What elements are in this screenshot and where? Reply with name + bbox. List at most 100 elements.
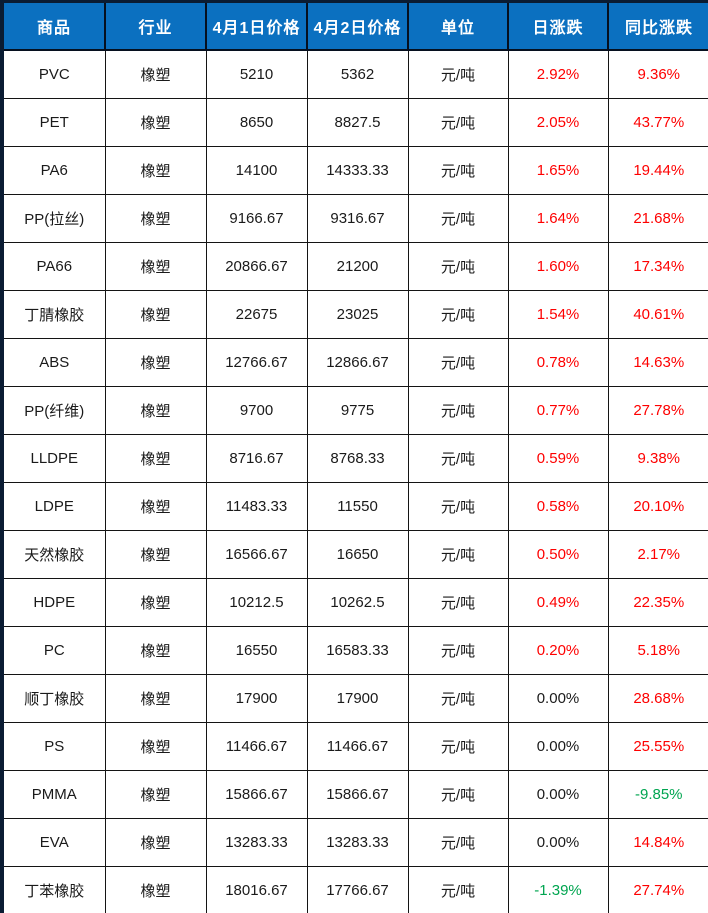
price-apr1-cell: 17900 xyxy=(205,674,308,723)
table-row: PET 橡塑 8650 8827.5 元/吨 2.05% 43.77% xyxy=(1,98,708,147)
unit-cell: 元/吨 xyxy=(407,386,509,435)
col-header-industry: 行业 xyxy=(104,0,207,51)
table-row: 丁腈橡胶 橡塑 22675 23025 元/吨 1.54% 40.61% xyxy=(1,290,708,339)
industry-cell: 橡塑 xyxy=(104,290,207,339)
yoy-change-cell: 2.17% xyxy=(607,530,708,579)
industry-cell: 橡塑 xyxy=(104,818,207,867)
price-apr1-cell: 8650 xyxy=(205,98,308,147)
price-apr2-cell: 21200 xyxy=(306,242,409,291)
unit-cell: 元/吨 xyxy=(407,49,509,99)
industry-cell: 橡塑 xyxy=(104,770,207,819)
unit-cell: 元/吨 xyxy=(407,338,509,387)
unit-cell: 元/吨 xyxy=(407,98,509,147)
day-change-cell: 1.60% xyxy=(507,242,609,291)
yoy-change-cell: 27.74% xyxy=(607,866,708,913)
table-row: PVC 橡塑 5210 5362 元/吨 2.92% 9.36% xyxy=(1,49,708,99)
table-row: PA66 橡塑 20866.67 21200 元/吨 1.60% 17.34% xyxy=(1,242,708,291)
yoy-change-cell: 28.68% xyxy=(607,674,708,723)
industry-cell: 橡塑 xyxy=(104,866,207,913)
commodity-cell: ABS xyxy=(1,338,106,387)
price-apr2-cell: 11550 xyxy=(306,482,409,531)
yoy-change-cell: 19.44% xyxy=(607,146,708,195)
day-change-cell: 1.54% xyxy=(507,290,609,339)
table-row: HDPE 橡塑 10212.5 10262.5 元/吨 0.49% 22.35% xyxy=(1,578,708,627)
day-change-cell: 0.58% xyxy=(507,482,609,531)
price-apr2-cell: 11466.67 xyxy=(306,722,409,771)
day-change-cell: 0.59% xyxy=(507,434,609,483)
yoy-change-cell: 17.34% xyxy=(607,242,708,291)
unit-cell: 元/吨 xyxy=(407,866,509,913)
unit-cell: 元/吨 xyxy=(407,530,509,579)
industry-cell: 橡塑 xyxy=(104,578,207,627)
price-apr1-cell: 9166.67 xyxy=(205,194,308,243)
table-row: EVA 橡塑 13283.33 13283.33 元/吨 0.00% 14.84% xyxy=(1,818,708,867)
commodity-cell: EVA xyxy=(1,818,106,867)
table-row: PP(纤维) 橡塑 9700 9775 元/吨 0.77% 27.78% xyxy=(1,386,708,435)
industry-cell: 橡塑 xyxy=(104,194,207,243)
unit-cell: 元/吨 xyxy=(407,146,509,195)
commodity-cell: 天然橡胶 xyxy=(1,530,106,579)
commodity-cell: 丁苯橡胶 xyxy=(1,866,106,913)
price-apr1-cell: 5210 xyxy=(205,49,308,99)
commodity-cell: PA66 xyxy=(1,242,106,291)
day-change-cell: 0.77% xyxy=(507,386,609,435)
price-apr1-cell: 16566.67 xyxy=(205,530,308,579)
price-apr1-cell: 9700 xyxy=(205,386,308,435)
day-change-cell: 0.00% xyxy=(507,818,609,867)
table-row: 天然橡胶 橡塑 16566.67 16650 元/吨 0.50% 2.17% xyxy=(1,530,708,579)
yoy-change-cell: 9.38% xyxy=(607,434,708,483)
price-apr2-cell: 5362 xyxy=(306,49,409,99)
day-change-cell: 1.64% xyxy=(507,194,609,243)
table-row: 顺丁橡胶 橡塑 17900 17900 元/吨 0.00% 28.68% xyxy=(1,674,708,723)
unit-cell: 元/吨 xyxy=(407,818,509,867)
price-apr1-cell: 13283.33 xyxy=(205,818,308,867)
col-header-price-apr2: 4月2日价格 xyxy=(306,0,409,51)
price-apr2-cell: 10262.5 xyxy=(306,578,409,627)
table-row: PS 橡塑 11466.67 11466.67 元/吨 0.00% 25.55% xyxy=(1,722,708,771)
col-header-commodity: 商品 xyxy=(1,0,106,51)
commodity-cell: 丁腈橡胶 xyxy=(1,290,106,339)
yoy-change-cell: 5.18% xyxy=(607,626,708,675)
yoy-change-cell: 43.77% xyxy=(607,98,708,147)
price-apr2-cell: 13283.33 xyxy=(306,818,409,867)
col-header-unit: 单位 xyxy=(407,0,509,51)
commodity-cell: PS xyxy=(1,722,106,771)
yoy-change-cell: 14.63% xyxy=(607,338,708,387)
yoy-change-cell: 25.55% xyxy=(607,722,708,771)
price-apr2-cell: 12866.67 xyxy=(306,338,409,387)
col-header-price-apr1: 4月1日价格 xyxy=(205,0,308,51)
commodity-cell: PP(纤维) xyxy=(1,386,106,435)
table-row: PMMA 橡塑 15866.67 15866.67 元/吨 0.00% -9.85% xyxy=(1,770,708,819)
yoy-change-cell: 14.84% xyxy=(607,818,708,867)
unit-cell: 元/吨 xyxy=(407,674,509,723)
table-row: PA6 橡塑 14100 14333.33 元/吨 1.65% 19.44% xyxy=(1,146,708,195)
yoy-change-cell: 22.35% xyxy=(607,578,708,627)
table-row: ABS 橡塑 12766.67 12866.67 元/吨 0.78% 14.63% xyxy=(1,338,708,387)
day-change-cell: -1.39% xyxy=(507,866,609,913)
unit-cell: 元/吨 xyxy=(407,434,509,483)
industry-cell: 橡塑 xyxy=(104,386,207,435)
price-apr1-cell: 8716.67 xyxy=(205,434,308,483)
price-apr2-cell: 16583.33 xyxy=(306,626,409,675)
commodity-cell: PA6 xyxy=(1,146,106,195)
header-row: 商品 行业 4月1日价格 4月2日价格 单位 日涨跌 同比涨跌 xyxy=(1,0,708,51)
price-apr2-cell: 17900 xyxy=(306,674,409,723)
day-change-cell: 0.00% xyxy=(507,770,609,819)
industry-cell: 橡塑 xyxy=(104,674,207,723)
unit-cell: 元/吨 xyxy=(407,290,509,339)
day-change-cell: 0.00% xyxy=(507,674,609,723)
commodity-cell: LDPE xyxy=(1,482,106,531)
industry-cell: 橡塑 xyxy=(104,530,207,579)
unit-cell: 元/吨 xyxy=(407,722,509,771)
day-change-cell: 0.50% xyxy=(507,530,609,579)
unit-cell: 元/吨 xyxy=(407,770,509,819)
day-change-cell: 0.49% xyxy=(507,578,609,627)
price-apr1-cell: 20866.67 xyxy=(205,242,308,291)
price-apr1-cell: 10212.5 xyxy=(205,578,308,627)
col-header-day-change: 日涨跌 xyxy=(507,0,609,51)
industry-cell: 橡塑 xyxy=(104,49,207,99)
price-apr1-cell: 18016.67 xyxy=(205,866,308,913)
unit-cell: 元/吨 xyxy=(407,578,509,627)
day-change-cell: 2.05% xyxy=(507,98,609,147)
